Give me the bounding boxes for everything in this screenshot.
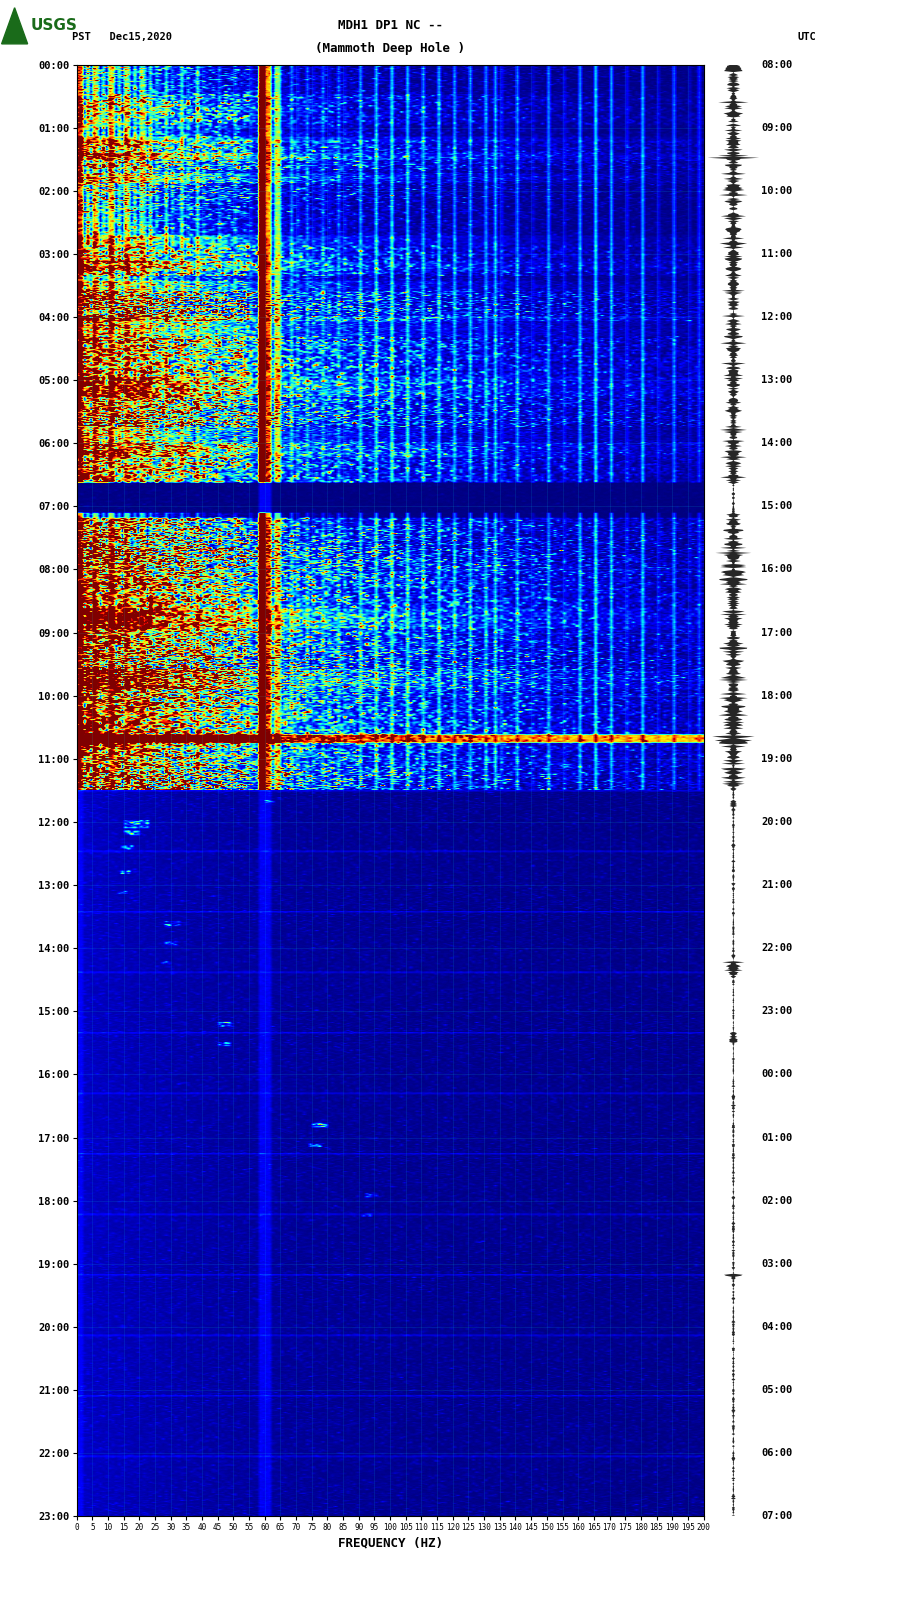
- Text: 20:00: 20:00: [761, 816, 792, 827]
- Text: 12:00: 12:00: [761, 311, 792, 323]
- Text: 11:00: 11:00: [761, 248, 792, 258]
- X-axis label: FREQUENCY (HZ): FREQUENCY (HZ): [337, 1536, 443, 1550]
- Text: 13:00: 13:00: [761, 376, 792, 386]
- Text: 23:00: 23:00: [761, 1007, 792, 1016]
- Text: 05:00: 05:00: [761, 1386, 792, 1395]
- Text: 19:00: 19:00: [761, 753, 792, 765]
- Text: 04:00: 04:00: [761, 1323, 792, 1332]
- Text: 00:00: 00:00: [761, 1069, 792, 1079]
- Text: MDH1 DP1 NC --: MDH1 DP1 NC --: [337, 19, 443, 32]
- Text: 02:00: 02:00: [761, 1195, 792, 1205]
- Text: 15:00: 15:00: [761, 502, 792, 511]
- Text: USGS: USGS: [31, 18, 78, 34]
- Text: PST   Dec15,2020: PST Dec15,2020: [72, 32, 172, 42]
- Text: 01:00: 01:00: [761, 1132, 792, 1142]
- Text: 18:00: 18:00: [761, 690, 792, 700]
- Text: 22:00: 22:00: [761, 944, 792, 953]
- Text: UTC: UTC: [797, 32, 816, 42]
- Text: 08:00: 08:00: [761, 60, 792, 69]
- Text: 07:00: 07:00: [761, 1511, 792, 1521]
- Text: 03:00: 03:00: [761, 1258, 792, 1269]
- Text: 16:00: 16:00: [761, 565, 792, 574]
- Text: 17:00: 17:00: [761, 627, 792, 637]
- Text: 21:00: 21:00: [761, 881, 792, 890]
- Text: (Mammoth Deep Hole ): (Mammoth Deep Hole ): [315, 42, 465, 55]
- Text: 10:00: 10:00: [761, 185, 792, 195]
- Polygon shape: [2, 8, 28, 44]
- Text: 14:00: 14:00: [761, 439, 792, 448]
- Text: 09:00: 09:00: [761, 123, 792, 132]
- Text: 06:00: 06:00: [761, 1448, 792, 1458]
